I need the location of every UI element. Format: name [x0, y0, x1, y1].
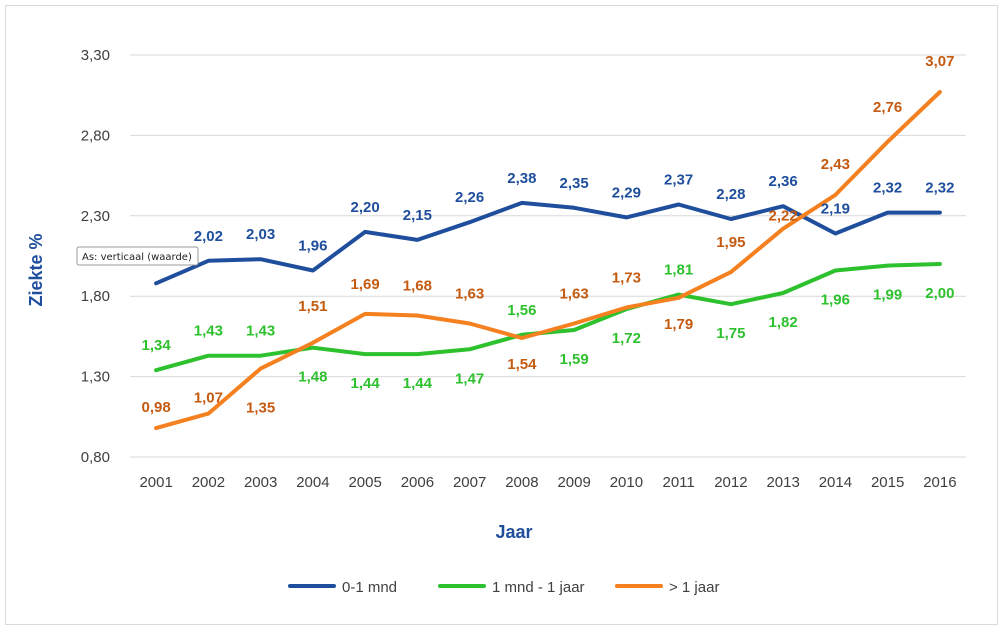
legend-label: > 1 jaar: [669, 579, 719, 596]
legend-label: 0-1 mnd: [342, 579, 397, 596]
y-tick-label: 3,30: [81, 47, 110, 64]
x-tick-label: 2013: [766, 474, 799, 491]
data-label: 1,96: [821, 291, 850, 308]
data-label: 1,07: [194, 390, 223, 407]
y-tick-labels: 0,80 1,30 1,80 2,30 2,80 3,30: [81, 47, 110, 466]
data-label: 1,79: [664, 316, 693, 333]
data-label: 2,26: [455, 189, 484, 206]
y-tick-label: 2,80: [81, 127, 110, 144]
data-label: 1,48: [298, 369, 327, 386]
data-label: 1,68: [403, 277, 432, 294]
data-label: 1,63: [455, 286, 484, 303]
legend-label: 1 mnd - 1 jaar: [492, 579, 585, 596]
data-label: 2,32: [873, 180, 902, 197]
data-label: 2,38: [507, 170, 536, 187]
gridlines: [130, 54, 966, 458]
data-labels: 2,02 2,03 1,96 2,20 2,15 2,26 2,38 2,35 2,29 2,37…: [142, 53, 955, 417]
data-label: 1,35: [246, 400, 275, 417]
data-label: 1,82: [769, 314, 798, 331]
axis-tooltip-text: As: verticaal (waarde): [82, 252, 192, 263]
x-tick-labels: 2001 2002 2003 2004 2005 2006 2007 2008 2009 2010…: [139, 474, 956, 491]
x-tick-label: 2003: [244, 474, 277, 491]
data-label: 2,76: [873, 99, 902, 116]
x-tick-label: 2006: [401, 474, 434, 491]
data-label: 1,43: [194, 323, 223, 340]
data-label: 1,56: [507, 302, 536, 319]
data-label: 2,22: [769, 208, 798, 225]
x-tick-label: 2007: [453, 474, 486, 491]
y-tick-label: 1,80: [81, 288, 110, 305]
x-tick-label: 2012: [714, 474, 747, 491]
x-tick-label: 2005: [348, 474, 381, 491]
data-label: 1,69: [351, 276, 380, 293]
data-label: 2,29: [612, 184, 641, 201]
data-label: 1,51: [298, 298, 327, 315]
legend: 0-1 mnd 1 mnd - 1 jaar > 1 jaar: [288, 579, 719, 596]
data-label: 2,43: [821, 156, 850, 173]
data-label: 2,20: [351, 199, 380, 216]
x-tick-label: 2016: [923, 474, 956, 491]
data-label: 2,36: [769, 173, 798, 190]
data-label: 2,02: [194, 228, 223, 245]
data-label: 2,35: [560, 175, 589, 192]
x-tick-label: 2011: [662, 474, 694, 491]
chart-frame: [5, 5, 998, 625]
data-label: 1,47: [455, 370, 484, 387]
y-tick-label: 0,80: [81, 449, 110, 466]
data-label: 2,03: [246, 226, 275, 243]
series-line-3: [154, 90, 942, 431]
data-label: 1,99: [873, 287, 902, 304]
data-label: 2,15: [403, 207, 432, 224]
data-label: 1,44: [403, 375, 433, 392]
x-tick-label: 2002: [192, 474, 225, 491]
data-label: 2,32: [925, 180, 954, 197]
y-tick-label: 2,30: [81, 208, 110, 225]
x-tick-label: 2010: [610, 474, 643, 491]
data-label: 2,37: [664, 172, 693, 189]
y-tick-label: 1,30: [81, 369, 110, 386]
data-label: 1,96: [298, 237, 327, 254]
data-label: 1,43: [246, 323, 275, 340]
data-label: 3,07: [925, 53, 954, 70]
x-tick-label: 2015: [871, 474, 904, 491]
series-line-1: [154, 200, 942, 286]
data-label: 2,00: [925, 285, 954, 302]
x-tick-label: 2004: [296, 474, 329, 491]
data-label: 1,63: [560, 286, 589, 303]
x-tick-label: 2009: [557, 474, 590, 491]
data-label: 0,98: [142, 399, 171, 416]
data-label: 2,28: [716, 186, 745, 203]
x-tick-label: 2001: [139, 474, 172, 491]
data-label: 1,59: [560, 351, 589, 368]
data-label: 1,73: [612, 269, 641, 286]
data-label: 1,75: [716, 325, 745, 342]
data-label: 2,19: [821, 200, 850, 217]
series-line-2: [154, 262, 942, 373]
x-axis-title: Jaar: [495, 522, 532, 542]
y-axis-title: Ziekte %: [26, 233, 46, 306]
axis-tooltip: As: verticaal (waarde): [76, 246, 199, 266]
data-label: 1,54: [507, 356, 537, 373]
x-tick-label: 2014: [819, 474, 852, 491]
data-label: 1,95: [716, 234, 745, 251]
series-lines: [154, 90, 942, 431]
data-label: 1,44: [351, 375, 381, 392]
data-label: 1,34: [142, 337, 172, 354]
data-label: 1,81: [664, 262, 693, 279]
x-tick-label: 2008: [505, 474, 538, 491]
data-label: 1,72: [612, 330, 641, 347]
